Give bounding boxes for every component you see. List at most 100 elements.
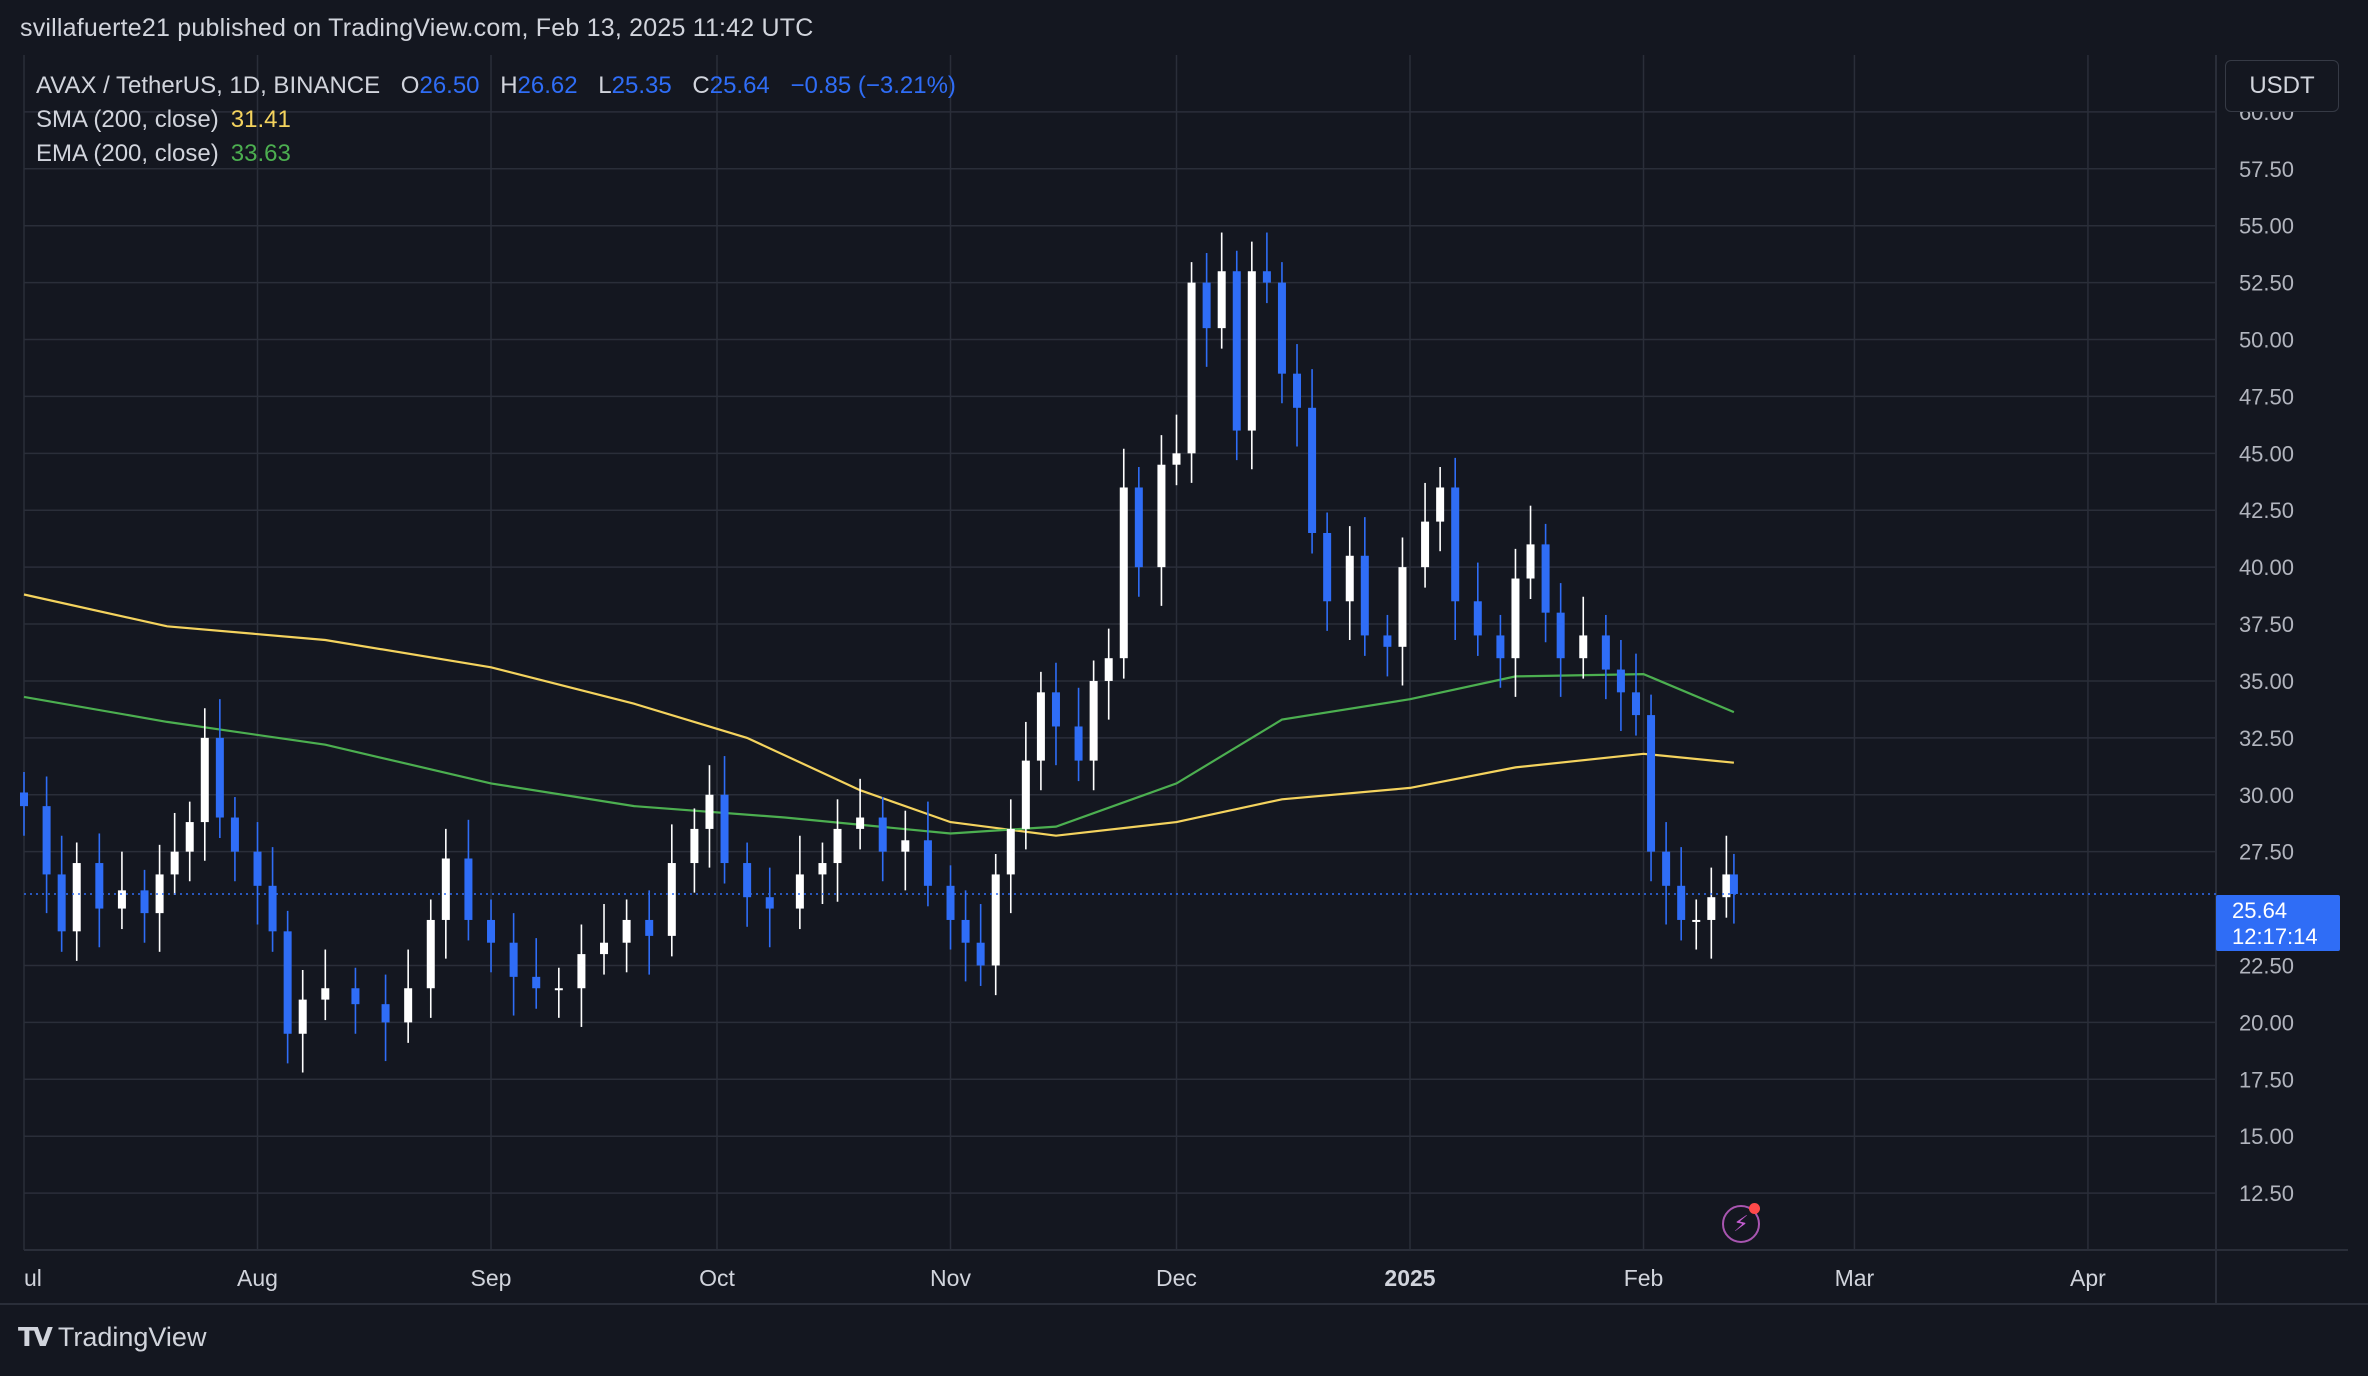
candle-body — [1157, 464, 1166, 568]
candle-body — [743, 863, 752, 898]
high-value: 26.62 — [517, 72, 578, 99]
candle-body — [622, 919, 631, 943]
candle-body — [381, 1004, 390, 1023]
sma-value: 31.41 — [230, 106, 291, 133]
candle-body — [170, 851, 179, 875]
candle-body — [1308, 407, 1317, 533]
candle-body — [1692, 919, 1701, 922]
candle-body — [404, 988, 413, 1023]
candle-body — [1119, 487, 1128, 659]
candle-body — [1360, 555, 1369, 636]
candle-body — [901, 840, 910, 852]
candle-body — [351, 988, 360, 1005]
candle-body — [72, 863, 81, 932]
close-key: C — [692, 72, 710, 99]
publisher-line: svillafuerte21 published on TradingView.… — [20, 14, 814, 43]
sma-row[interactable]: SMA (200, close) 31.41 — [36, 103, 956, 137]
high-key: H — [500, 72, 518, 99]
x-tick-label: Feb — [1624, 1265, 1664, 1291]
candle-body — [1579, 635, 1588, 659]
ema-row[interactable]: EMA (200, close) 33.63 — [36, 137, 956, 171]
candle-body — [1647, 715, 1656, 852]
candle-body — [1089, 680, 1098, 761]
x-tick-label: Aug — [237, 1265, 278, 1291]
candle-body — [185, 822, 194, 852]
candle-body — [487, 919, 496, 943]
ema-line — [23, 672, 1735, 835]
candle-body — [200, 737, 209, 823]
x-tick-label: ul — [24, 1265, 42, 1291]
y-tick-label: 35.00 — [2239, 669, 2294, 694]
candle-body — [532, 976, 541, 989]
candle-body — [1526, 544, 1535, 579]
ema-label: EMA (200, close) — [36, 140, 219, 167]
candle-body — [298, 999, 307, 1034]
symbol-label[interactable]: AVAX / TetherUS, 1D, BINANCE — [36, 72, 381, 99]
open-value: 26.50 — [419, 72, 480, 99]
last-price-value: 25.64 — [2232, 898, 2288, 923]
candle-body — [95, 863, 104, 909]
candle-body — [1729, 874, 1738, 895]
brand-name: TradingView — [57, 1322, 207, 1352]
candle-body — [833, 828, 842, 864]
candle-body — [1556, 612, 1565, 659]
y-tick-label: 22.50 — [2239, 953, 2294, 978]
candle-body — [976, 942, 985, 966]
candle-body — [1323, 533, 1332, 602]
candle-body — [253, 851, 262, 886]
candle-body — [720, 794, 729, 864]
candle-body — [1496, 635, 1505, 659]
symbol-row: AVAX / TetherUS, 1D, BINANCE O26.50 H26.… — [36, 69, 956, 103]
candle-body — [690, 828, 699, 864]
low-value: 25.35 — [611, 72, 672, 99]
change-value: −0.85 (−3.21%) — [790, 72, 956, 99]
candle-body — [961, 919, 970, 943]
candle-body — [1662, 851, 1671, 886]
x-tick-label: 2025 — [1384, 1265, 1435, 1291]
currency-button[interactable]: USDT — [2225, 60, 2339, 112]
candle-body — [1104, 658, 1113, 681]
candle-body — [1436, 487, 1445, 522]
candle-body — [1421, 521, 1430, 568]
candle-body — [856, 817, 865, 829]
candle-body — [155, 874, 164, 914]
y-tick-label: 27.50 — [2239, 840, 2294, 865]
low-key: L — [598, 72, 612, 99]
chart-legend: AVAX / TetherUS, 1D, BINANCE O26.50 H26.… — [36, 69, 956, 171]
candle-body — [1021, 760, 1030, 829]
candle-body — [283, 931, 292, 1034]
candle-body — [600, 942, 609, 955]
candle-body — [1172, 453, 1181, 465]
candle-body — [1036, 692, 1045, 761]
sma-line — [23, 593, 1735, 837]
publisher-name: svillafuerte21 — [20, 14, 171, 42]
candle-body — [464, 858, 473, 920]
x-tick-label: Oct — [699, 1265, 735, 1291]
candle-body — [1277, 282, 1286, 374]
publish-info: published on TradingView.com, Feb 13, 20… — [177, 14, 814, 42]
brand[interactable]: TV TradingView — [18, 1322, 206, 1353]
candle-body — [577, 954, 586, 989]
candle-body — [140, 890, 149, 914]
candle-body — [230, 817, 239, 852]
candle-body — [1293, 373, 1302, 408]
y-tick-label: 20.00 — [2239, 1010, 2294, 1035]
candle-body — [1398, 567, 1407, 647]
y-tick-label: 47.50 — [2239, 384, 2294, 409]
candle-body — [1601, 635, 1610, 670]
lightning-icon[interactable]: ⚡ — [1722, 1203, 1760, 1243]
candle-body — [1247, 271, 1256, 431]
y-tick-label: 55.00 — [2239, 214, 2294, 239]
candle-body — [991, 874, 1000, 966]
y-tick-label: 37.50 — [2239, 612, 2294, 637]
candle-body — [1541, 544, 1550, 613]
x-tick-label: Apr — [2070, 1265, 2106, 1291]
candle-body — [645, 919, 654, 936]
sma-label: SMA (200, close) — [36, 106, 219, 133]
last-price-tag: 25.64 12:17:14 — [2216, 895, 2340, 951]
y-tick-label: 12.50 — [2239, 1181, 2294, 1206]
candle-body — [1707, 897, 1716, 920]
x-tick-label: Dec — [1156, 1265, 1197, 1291]
y-tick-label: 15.00 — [2239, 1124, 2294, 1149]
